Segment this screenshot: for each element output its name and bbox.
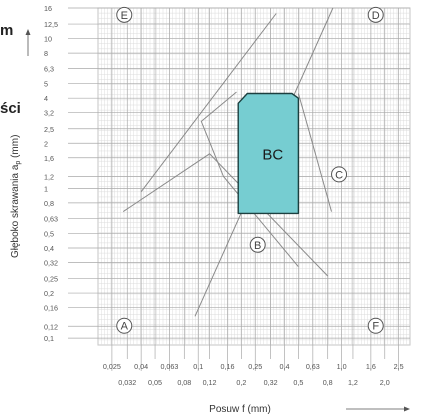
x-tick-label-upper: 1,6 xyxy=(366,362,376,371)
x-tick-label-upper: 2,5 xyxy=(394,362,404,371)
grid xyxy=(68,7,411,371)
x-tick-label-lower: 0,032 xyxy=(118,378,136,387)
marker-circle xyxy=(116,317,133,334)
x-tick-label-upper: 0,16 xyxy=(220,362,234,371)
x-tick-label-lower: 0,8 xyxy=(323,378,333,387)
x-tick-label-upper: 0,04 xyxy=(134,362,148,371)
y-tick-label: 1,2 xyxy=(44,173,54,182)
x-tick-label-upper: 1,0 xyxy=(337,362,347,371)
y-axis-title-unit: (mm) xyxy=(10,135,21,161)
region-bc xyxy=(237,92,300,215)
cut-text-fragment-top: m xyxy=(0,22,14,39)
y-tick-label: 6,3 xyxy=(44,65,54,74)
x-tick-label-upper: 0,025 xyxy=(103,362,121,371)
y-tick-label: 5 xyxy=(44,80,48,89)
marker-label: B xyxy=(254,240,261,252)
y-tick-label: 1,6 xyxy=(44,154,54,163)
y-tick-label: 1 xyxy=(44,184,48,193)
y-tick-label: 0,2 xyxy=(44,289,54,298)
x-tick-label-upper: 0,4 xyxy=(280,362,290,371)
y-tick-label: 0,12 xyxy=(44,322,58,331)
x-tick-label-lower: 0,05 xyxy=(148,378,162,387)
marker-label: D xyxy=(372,10,380,22)
x-tick-label-lower: 0,5 xyxy=(293,378,303,387)
y-tick-label: 8 xyxy=(44,49,48,58)
x-tick-label-lower: 0,08 xyxy=(177,378,191,387)
y-tick-label: 2 xyxy=(44,139,48,148)
x-tick-label-upper: 0,25 xyxy=(248,362,262,371)
x-tick-label-lower: 0,12 xyxy=(203,378,217,387)
marker-label: C xyxy=(335,169,343,181)
region-layer: BC xyxy=(237,92,300,215)
y-tick-label: 2,5 xyxy=(44,125,54,134)
cut-text-fragment-mid: ści xyxy=(0,100,21,117)
y-tick-label: 0,8 xyxy=(44,199,54,208)
y-tick-label: 4 xyxy=(44,94,48,103)
y-tick-label: 12,5 xyxy=(44,20,58,29)
boundary-line xyxy=(140,13,277,193)
y-tick-label: 10 xyxy=(44,35,52,44)
x-tick-label-lower: 0,32 xyxy=(264,378,278,387)
marker-circle xyxy=(249,236,266,253)
region-label: BC xyxy=(262,146,283,163)
marker-label: F xyxy=(372,321,379,333)
y-axis-arrow-head xyxy=(25,29,31,35)
marker-circle xyxy=(116,6,133,23)
x-tick-label-upper: 0,63 xyxy=(306,362,320,371)
y-tick-label: 0,1 xyxy=(44,334,54,343)
boundary-line xyxy=(122,153,329,277)
y-tick-label: 16 xyxy=(44,4,52,13)
axis-layer: Posuw f (mm) Głęboko skrawania ap (mm) xyxy=(10,29,410,415)
marker-circle xyxy=(331,166,348,183)
x-tick-label-lower: 1,2 xyxy=(348,378,358,387)
x-tick-label-upper: 0,063 xyxy=(160,362,178,371)
tick-labels: 0,10,120,160,20,250,320,40,50,630,811,21… xyxy=(44,4,404,387)
marker-circle xyxy=(367,317,384,334)
x-axis-title: Posuw f (mm) xyxy=(209,404,271,415)
y-tick-label: 0,16 xyxy=(44,304,58,313)
x-tick-label-lower: 0,2 xyxy=(236,378,246,387)
boundary-line xyxy=(297,93,332,212)
y-tick-label: 0,63 xyxy=(44,214,58,223)
marker-label: E xyxy=(121,10,128,22)
y-axis-title-subscript: p xyxy=(15,161,22,165)
y-tick-label: 0,5 xyxy=(44,229,54,238)
y-tick-label: 0,32 xyxy=(44,258,58,267)
x-tick-label-upper: 0,1 xyxy=(193,362,203,371)
y-tick-label: 0,25 xyxy=(44,275,58,284)
boundary-line xyxy=(200,91,299,268)
x-axis-arrow-head xyxy=(404,406,410,412)
y-tick-label: 0,4 xyxy=(44,244,54,253)
y-axis-title: Głęboko skrawania ap (mm) xyxy=(10,135,22,258)
marker-circle xyxy=(367,6,384,23)
marker-label: A xyxy=(121,321,129,333)
x-tick-label-lower: 2,0 xyxy=(380,378,390,387)
y-tick-label: 3,2 xyxy=(44,109,54,118)
